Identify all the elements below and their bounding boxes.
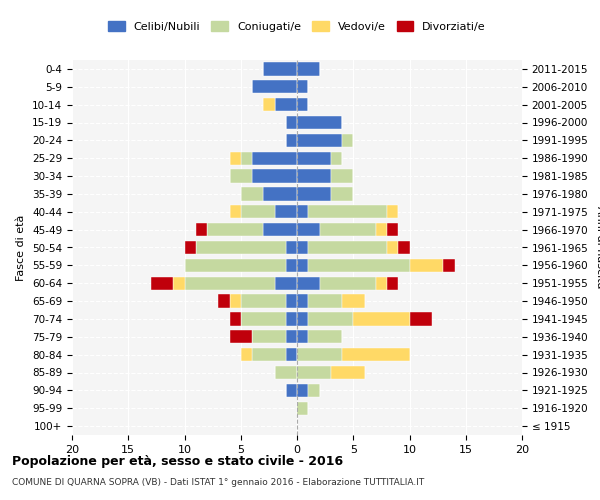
Bar bbox=[241, 294, 286, 308]
Bar bbox=[286, 134, 297, 147]
Bar bbox=[387, 205, 398, 218]
Bar bbox=[297, 134, 342, 147]
Bar bbox=[297, 241, 308, 254]
Bar bbox=[331, 366, 365, 379]
Bar bbox=[409, 258, 443, 272]
Bar bbox=[286, 312, 297, 326]
Bar bbox=[297, 384, 308, 397]
Bar bbox=[286, 258, 297, 272]
Bar bbox=[252, 170, 297, 183]
Bar bbox=[297, 152, 331, 165]
Bar bbox=[387, 276, 398, 290]
Bar bbox=[308, 312, 353, 326]
Bar bbox=[252, 348, 286, 362]
Legend: Celibi/Nubili, Coniugati/e, Vedovi/e, Divorziati/e: Celibi/Nubili, Coniugati/e, Vedovi/e, Di… bbox=[104, 17, 490, 36]
Bar bbox=[241, 348, 252, 362]
Bar bbox=[331, 170, 353, 183]
Bar bbox=[196, 223, 207, 236]
Bar bbox=[409, 312, 432, 326]
Bar bbox=[241, 312, 286, 326]
Bar bbox=[297, 330, 308, 344]
Bar bbox=[286, 384, 297, 397]
Bar bbox=[320, 276, 376, 290]
Bar bbox=[297, 312, 308, 326]
Bar bbox=[308, 241, 387, 254]
Bar bbox=[275, 276, 297, 290]
Bar bbox=[297, 62, 320, 76]
Bar bbox=[342, 134, 353, 147]
Bar bbox=[297, 98, 308, 112]
Bar bbox=[297, 294, 308, 308]
Bar bbox=[297, 223, 320, 236]
Bar bbox=[263, 187, 297, 200]
Bar bbox=[229, 170, 252, 183]
Bar bbox=[252, 152, 297, 165]
Bar bbox=[308, 384, 320, 397]
Bar bbox=[275, 98, 297, 112]
Bar bbox=[241, 152, 252, 165]
Bar bbox=[331, 152, 342, 165]
Bar bbox=[297, 348, 342, 362]
Bar bbox=[252, 330, 286, 344]
Bar bbox=[241, 205, 275, 218]
Text: Popolazione per età, sesso e stato civile - 2016: Popolazione per età, sesso e stato civil… bbox=[12, 455, 343, 468]
Bar bbox=[342, 348, 409, 362]
Bar bbox=[443, 258, 455, 272]
Bar bbox=[297, 116, 342, 129]
Bar bbox=[353, 312, 409, 326]
Bar bbox=[297, 205, 308, 218]
Bar bbox=[241, 187, 263, 200]
Bar bbox=[252, 80, 297, 94]
Bar bbox=[263, 98, 275, 112]
Bar bbox=[297, 402, 308, 415]
Bar bbox=[229, 312, 241, 326]
Bar bbox=[263, 62, 297, 76]
Bar bbox=[275, 205, 297, 218]
Bar bbox=[308, 205, 387, 218]
Bar bbox=[229, 205, 241, 218]
Bar bbox=[297, 366, 331, 379]
Bar bbox=[173, 276, 185, 290]
Bar bbox=[286, 116, 297, 129]
Bar bbox=[196, 241, 286, 254]
Bar bbox=[185, 258, 286, 272]
Bar bbox=[376, 276, 387, 290]
Bar bbox=[286, 294, 297, 308]
Bar bbox=[286, 348, 297, 362]
Y-axis label: Fasce di età: Fasce di età bbox=[16, 214, 26, 280]
Bar bbox=[218, 294, 229, 308]
Text: COMUNE DI QUARNA SOPRA (VB) - Dati ISTAT 1° gennaio 2016 - Elaborazione TUTTITAL: COMUNE DI QUARNA SOPRA (VB) - Dati ISTAT… bbox=[12, 478, 424, 487]
Bar bbox=[297, 80, 308, 94]
Bar bbox=[286, 241, 297, 254]
Bar bbox=[376, 223, 387, 236]
Bar bbox=[185, 241, 196, 254]
Bar bbox=[320, 223, 376, 236]
Bar bbox=[263, 223, 297, 236]
Y-axis label: Anni di nascita: Anni di nascita bbox=[595, 206, 600, 289]
Bar bbox=[297, 258, 308, 272]
Bar bbox=[185, 276, 275, 290]
Bar bbox=[207, 223, 263, 236]
Bar bbox=[308, 258, 409, 272]
Bar bbox=[229, 330, 252, 344]
Bar bbox=[297, 170, 331, 183]
Bar bbox=[229, 294, 241, 308]
Bar bbox=[387, 241, 398, 254]
Bar bbox=[398, 241, 409, 254]
Bar bbox=[275, 366, 297, 379]
Bar bbox=[342, 294, 365, 308]
Bar bbox=[331, 187, 353, 200]
Bar bbox=[151, 276, 173, 290]
Bar bbox=[387, 223, 398, 236]
Bar bbox=[308, 330, 342, 344]
Bar bbox=[286, 330, 297, 344]
Bar bbox=[229, 152, 241, 165]
Bar bbox=[297, 187, 331, 200]
Bar bbox=[308, 294, 342, 308]
Bar bbox=[297, 276, 320, 290]
